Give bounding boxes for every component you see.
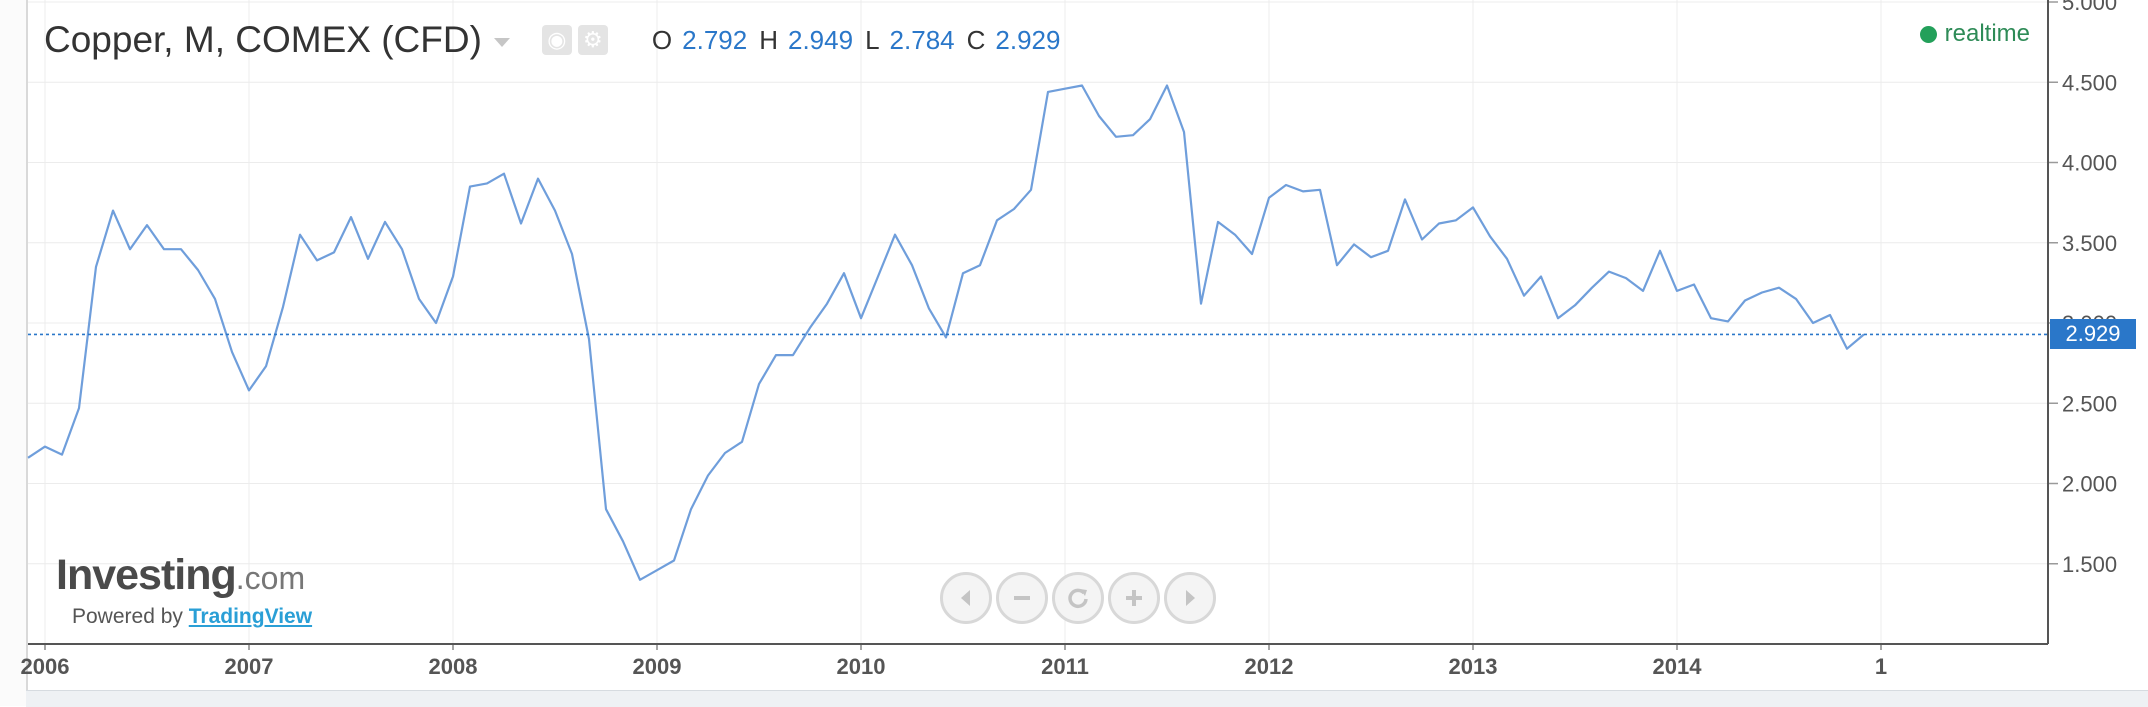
scroll-right-icon: [1186, 590, 1195, 606]
x-tick-label: 2008: [429, 654, 478, 679]
y-tick-label: 2.000: [2062, 472, 2117, 497]
status-dot-icon: [1919, 25, 1937, 43]
logo-wordmark: Investing.com: [56, 552, 312, 601]
x-tick-label: 2010: [837, 654, 886, 679]
x-tick-label: 2012: [1245, 654, 1294, 679]
x-tick-label: 2014: [1653, 654, 1703, 679]
zoom-in-button[interactable]: [1108, 572, 1160, 624]
zoom-out-icon: [1014, 596, 1030, 600]
high-label: H: [759, 24, 778, 55]
chevron-down-icon[interactable]: [493, 37, 510, 47]
y-tick-label: 4.000: [2062, 151, 2117, 176]
low-label: L: [865, 24, 880, 55]
y-tick-label: 4.500: [2062, 70, 2117, 95]
zoom-in-icon: [1126, 590, 1142, 606]
bottom-toolbar-strip: [26, 690, 2148, 707]
x-tick-label: 2011: [1041, 654, 1089, 679]
x-tick-label: 2009: [633, 654, 682, 679]
open-value: 2.792: [682, 24, 748, 55]
scroll-right-button[interactable]: [1164, 572, 1216, 624]
y-tick-label: 5.000: [2062, 0, 2117, 15]
powered-prefix: Powered by: [72, 605, 183, 628]
gear-icon[interactable]: ⚙: [577, 25, 608, 55]
y-tick-label: 2.500: [2062, 391, 2117, 416]
high-value: 2.949: [788, 24, 854, 55]
y-tick-label: 3.500: [2062, 231, 2117, 256]
x-tick-label: 2006: [21, 654, 70, 679]
logo-suffix: .com: [235, 560, 306, 596]
investing-logo[interactable]: Investing.com Powered by TradingView: [56, 552, 312, 629]
x-tick-label: 2013: [1449, 654, 1498, 679]
scroll-left-button[interactable]: [940, 572, 992, 624]
open-label: O: [651, 24, 673, 55]
last-price-badge: 2.929: [2050, 319, 2136, 350]
close-label: C: [966, 24, 986, 55]
realtime-label: realtime: [1944, 20, 2030, 47]
x-tick-label: 2007: [225, 654, 274, 679]
zoom-out-button[interactable]: [996, 572, 1048, 624]
close-value: 2.929: [995, 24, 1061, 55]
left-panel-edge: [0, 0, 28, 706]
low-value: 2.784: [889, 24, 955, 55]
powered-by: Powered by TradingView: [72, 605, 312, 629]
reset-button[interactable]: [1052, 572, 1104, 624]
eye-icon[interactable]: ◉: [541, 25, 572, 55]
tradingview-link[interactable]: TradingView: [188, 605, 313, 628]
logo-main: Investing: [56, 551, 237, 599]
chart-header: Copper, M, COMEX (CFD) ◉ ⚙ O 2.792 H 2.9…: [44, 14, 1060, 66]
x-tick-label: 1: [1875, 654, 1887, 679]
scroll-left-icon: [961, 590, 970, 606]
price-series-line: [27, 84, 1865, 581]
realtime-indicator: realtime: [1919, 20, 2030, 48]
chart-navigation: [940, 572, 1220, 624]
y-tick-label: 1.500: [2062, 552, 2117, 577]
reset-icon: [1068, 588, 1088, 609]
symbol-title[interactable]: Copper, M, COMEX (CFD): [44, 19, 482, 60]
